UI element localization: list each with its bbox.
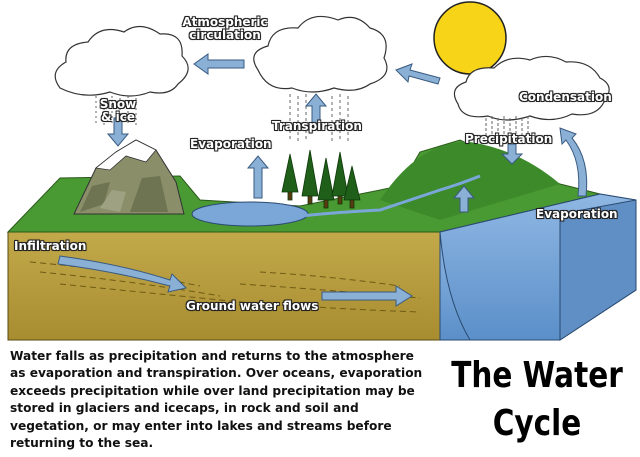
arrow-ocean-evaporation [559, 127, 588, 197]
arrow-snow-down [106, 117, 130, 147]
ocean-side [559, 199, 637, 341]
label-atmospheric-circulation: Atmospheric circulation [182, 15, 268, 42]
rain-streaks-right [485, 116, 529, 142]
arrow-atmospheric-circulation [193, 53, 245, 75]
caption-text: Water falls as precipitation and returns… [10, 349, 423, 451]
forest [281, 149, 361, 209]
cloud-right [453, 55, 610, 121]
flow-arrows [57, 53, 588, 307]
label-precipitation: Precipitation [465, 132, 553, 146]
label-snow-ice: Snow & ice [99, 97, 137, 124]
arrow-infiltration [57, 255, 187, 293]
arrow-ground-water [321, 285, 413, 307]
label-infiltration: Infiltration [14, 239, 87, 253]
label-evaporation-ocean: Evaporation [536, 207, 618, 221]
arrow-transpiration-up [304, 93, 328, 129]
transpiration-streaks [289, 94, 349, 142]
label-condensation: Condensation [519, 90, 612, 104]
cloud-middle [253, 15, 388, 93]
sun [433, 1, 507, 75]
arrow-clouds-left [395, 63, 441, 85]
arrow-hill-up [452, 185, 476, 213]
stream [299, 174, 481, 218]
lake [191, 201, 309, 227]
arrow-precipitation-down [500, 143, 524, 165]
label-transpiration: Transpiration [272, 119, 362, 133]
label-ground-water-flows: Ground water flows [186, 299, 319, 313]
label-evaporation-land: Evaporation [190, 137, 272, 151]
arrow-evaporation-land-up [246, 155, 270, 199]
snowy-mountains [73, 139, 185, 215]
cloud-left [54, 25, 189, 97]
diagram-title: The Water Cycle [451, 355, 623, 444]
